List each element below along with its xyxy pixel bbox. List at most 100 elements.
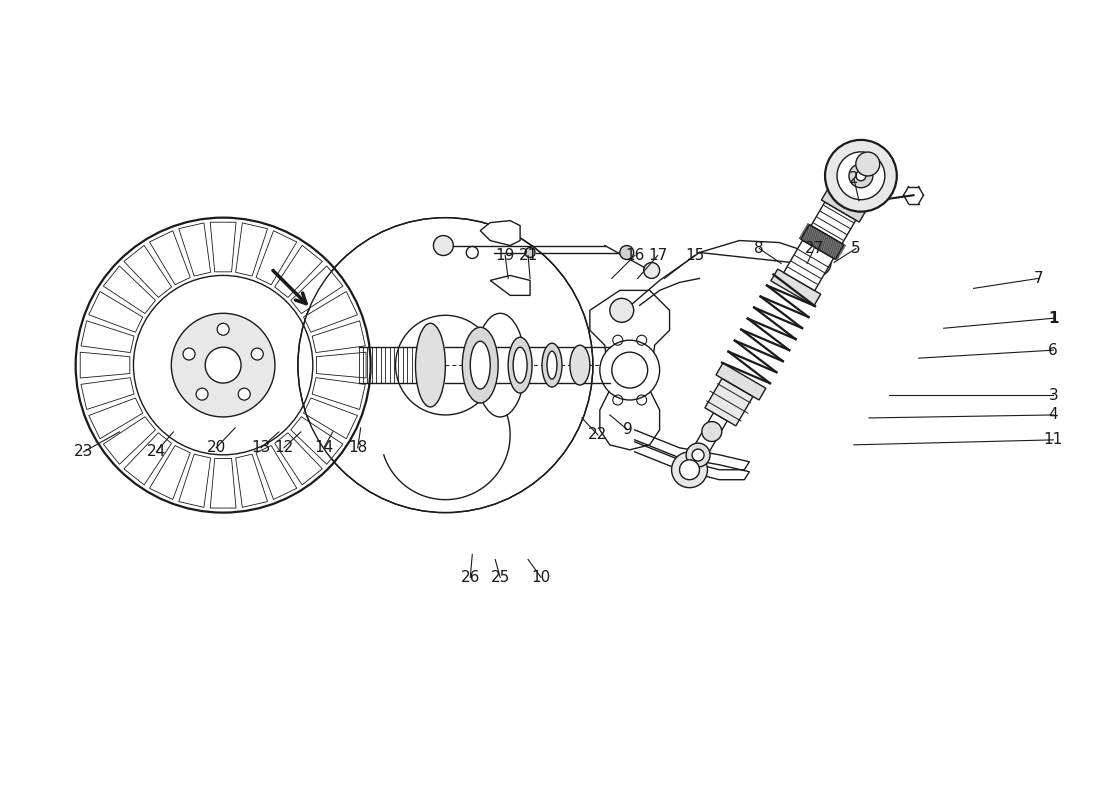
Text: 6: 6	[1048, 342, 1058, 358]
Circle shape	[206, 347, 241, 383]
Circle shape	[644, 262, 660, 278]
Polygon shape	[275, 246, 322, 298]
Circle shape	[702, 422, 722, 442]
Polygon shape	[179, 454, 210, 507]
Text: 26: 26	[461, 570, 480, 585]
Text: 8: 8	[755, 241, 764, 256]
Text: 17: 17	[648, 248, 668, 263]
Ellipse shape	[416, 323, 446, 407]
Text: 4: 4	[1048, 407, 1058, 422]
Polygon shape	[491, 275, 530, 295]
Circle shape	[692, 449, 704, 461]
Circle shape	[810, 255, 824, 270]
Polygon shape	[150, 230, 190, 285]
Polygon shape	[81, 378, 134, 410]
Polygon shape	[210, 222, 236, 272]
Polygon shape	[811, 202, 856, 244]
Circle shape	[600, 340, 660, 400]
Polygon shape	[304, 291, 358, 332]
Text: 5: 5	[851, 241, 860, 256]
Text: 19: 19	[495, 248, 515, 263]
Polygon shape	[210, 458, 236, 508]
Polygon shape	[822, 186, 868, 222]
Polygon shape	[235, 223, 267, 276]
Polygon shape	[235, 454, 267, 507]
Polygon shape	[304, 398, 358, 438]
Text: 25: 25	[491, 570, 509, 585]
Ellipse shape	[542, 343, 562, 387]
Circle shape	[183, 348, 195, 360]
Polygon shape	[312, 378, 365, 410]
Ellipse shape	[462, 327, 498, 403]
Ellipse shape	[570, 345, 590, 385]
Text: 16: 16	[625, 248, 645, 263]
Circle shape	[525, 247, 535, 258]
Circle shape	[217, 323, 229, 335]
Polygon shape	[256, 446, 297, 499]
Text: 21: 21	[518, 248, 538, 263]
Polygon shape	[481, 221, 520, 246]
Circle shape	[680, 460, 700, 480]
Text: 13: 13	[251, 440, 271, 455]
Polygon shape	[81, 321, 134, 353]
Polygon shape	[80, 352, 130, 378]
Circle shape	[466, 246, 478, 258]
Text: 3: 3	[1048, 387, 1058, 402]
Polygon shape	[801, 225, 844, 259]
Circle shape	[433, 235, 453, 255]
Circle shape	[239, 388, 250, 400]
Ellipse shape	[471, 342, 491, 389]
Polygon shape	[256, 230, 297, 285]
Circle shape	[672, 452, 707, 488]
Polygon shape	[89, 291, 143, 332]
Polygon shape	[317, 352, 366, 378]
Polygon shape	[716, 363, 766, 400]
Polygon shape	[705, 378, 754, 426]
Ellipse shape	[508, 338, 532, 393]
Ellipse shape	[475, 314, 525, 417]
Polygon shape	[124, 246, 172, 298]
Circle shape	[619, 246, 634, 259]
Circle shape	[686, 443, 710, 467]
Text: 2: 2	[849, 171, 859, 186]
Circle shape	[298, 218, 593, 513]
Text: 10: 10	[531, 570, 551, 585]
Polygon shape	[312, 321, 365, 353]
Polygon shape	[783, 240, 834, 290]
Polygon shape	[590, 290, 670, 450]
Circle shape	[837, 152, 884, 200]
Text: 14: 14	[315, 440, 333, 455]
Polygon shape	[771, 269, 821, 306]
Polygon shape	[103, 266, 155, 314]
Text: 24: 24	[146, 444, 166, 459]
Polygon shape	[150, 446, 190, 499]
Text: 7: 7	[1034, 271, 1043, 286]
Text: 18: 18	[348, 440, 367, 455]
Circle shape	[856, 152, 880, 176]
Circle shape	[172, 314, 275, 417]
Text: 11: 11	[1044, 432, 1063, 447]
Polygon shape	[89, 398, 143, 438]
Text: 15: 15	[685, 248, 704, 263]
Polygon shape	[290, 266, 343, 314]
Polygon shape	[103, 417, 155, 464]
Ellipse shape	[513, 347, 527, 383]
Polygon shape	[828, 173, 877, 209]
Text: 20: 20	[207, 440, 226, 455]
Circle shape	[609, 298, 634, 322]
Text: 27: 27	[804, 241, 824, 256]
Text: 1: 1	[1048, 310, 1058, 326]
Polygon shape	[275, 433, 322, 485]
Text: 12: 12	[274, 440, 294, 455]
Polygon shape	[179, 223, 210, 276]
Circle shape	[251, 348, 263, 360]
Ellipse shape	[547, 351, 557, 379]
Circle shape	[196, 388, 208, 400]
Circle shape	[803, 249, 830, 277]
Text: 9: 9	[623, 422, 632, 438]
Polygon shape	[290, 417, 343, 464]
Polygon shape	[693, 413, 727, 456]
Circle shape	[849, 164, 873, 188]
Text: 22: 22	[588, 427, 607, 442]
Circle shape	[856, 170, 866, 181]
